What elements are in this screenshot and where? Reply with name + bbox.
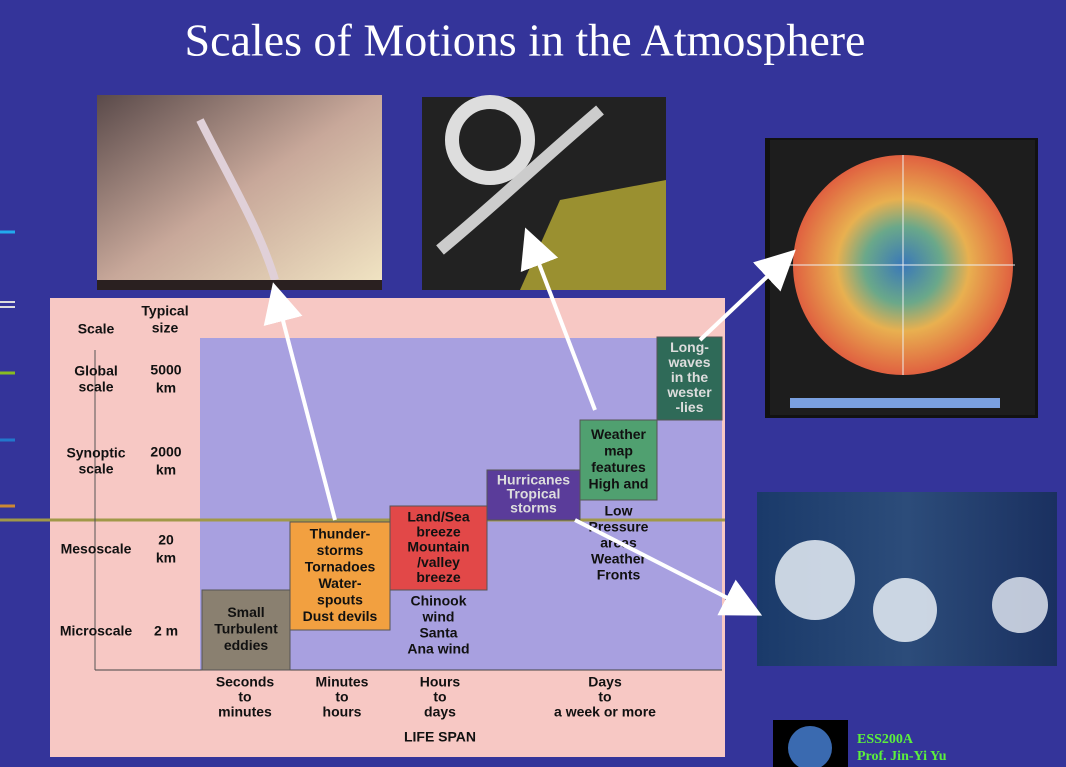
life-span: Seconds [216,674,275,690]
box-text: spouts [317,591,363,607]
box-text: Thunder- [310,525,371,541]
life-span: to [433,689,446,705]
scale-size: 5000 [150,362,181,378]
footer-author: Prof. Jin-Yi Yu [857,749,947,764]
life-span: days [424,704,456,720]
hurricane-photo [757,492,1057,666]
scale-box [201,589,291,671]
box-note: wind [422,609,455,625]
scale-name: Mesoscale [61,541,132,557]
scale-name: scale [78,461,113,477]
box-note: Ana wind [407,641,469,657]
life-span: minutes [218,704,272,720]
scale-size: km [156,462,176,478]
box-text: Tropical [507,486,561,502]
box-text: Tornadoes [305,558,376,574]
scale-box [579,419,658,501]
title: Scales of Motions in the Atmosphere [185,15,866,66]
header-size: Typical [141,303,188,319]
box-text: Mountain [407,539,469,555]
scale-name: Microscale [60,623,133,639]
life-span: hours [323,704,362,720]
header-scale: Scale [78,321,115,337]
arrows [263,227,796,616]
scale-size: 20 [158,532,174,548]
life-span: to [238,689,251,705]
scale-box [656,336,723,421]
box-note: Fronts [597,567,641,583]
box-text: map [604,442,633,458]
side-lines [0,230,15,508]
satellite-photo [422,95,666,290]
header-size: size [152,320,179,336]
life-span: to [598,689,611,705]
polar-map [765,138,1038,418]
box-text: Water- [318,575,361,591]
box-text: Land/Sea [407,508,469,524]
box-text: Dust devils [303,608,378,624]
box-note: Chinook [411,593,467,609]
box-text: High and [589,475,649,491]
box-text: Long- [670,339,709,355]
scale-name: scale [78,379,113,395]
scale-size: 2 m [154,623,178,639]
box-text: Turbulent [214,621,278,637]
scale-size: km [156,380,176,396]
life-span: Days [588,674,622,690]
footer-course: ESS200A [857,732,914,747]
box-note: Santa [419,625,457,641]
scale-name: Global [74,363,118,379]
box-text: wester [666,384,712,400]
box-text: Hurricanes [497,472,570,488]
box-text: breeze [416,569,461,585]
scale-box [389,505,488,591]
box-note: Low [605,503,633,519]
scale-size: km [156,550,176,566]
box-text: breeze [416,524,461,540]
life-span: Hours [420,674,461,690]
life-span: a week or more [554,704,656,720]
scale-box [486,469,581,521]
life-span: Minutes [316,674,369,690]
box-text: waves [667,354,710,370]
box-text: storms [317,542,364,558]
box-text: storms [510,500,557,516]
box-text: features [591,459,646,475]
box-text: eddies [224,637,269,653]
box-note: Weather [591,551,647,567]
axis-label: LIFE SPAN [404,729,476,745]
life-span: to [335,689,348,705]
box-text: Small [227,604,264,620]
scale-diagram: ScaleTypicalsizeGlobalscale5000kmSynopti… [0,298,725,757]
scale-size: 2000 [150,444,181,460]
box-note: Pressure [589,519,649,535]
box-text: in the [671,369,709,385]
box-text: -lies [675,399,703,415]
scale-name: Synoptic [66,445,125,461]
box-text: /valley [417,554,460,570]
box-text: Weather [591,426,647,442]
tornado-photo [97,95,382,290]
earth-icon [773,720,848,767]
